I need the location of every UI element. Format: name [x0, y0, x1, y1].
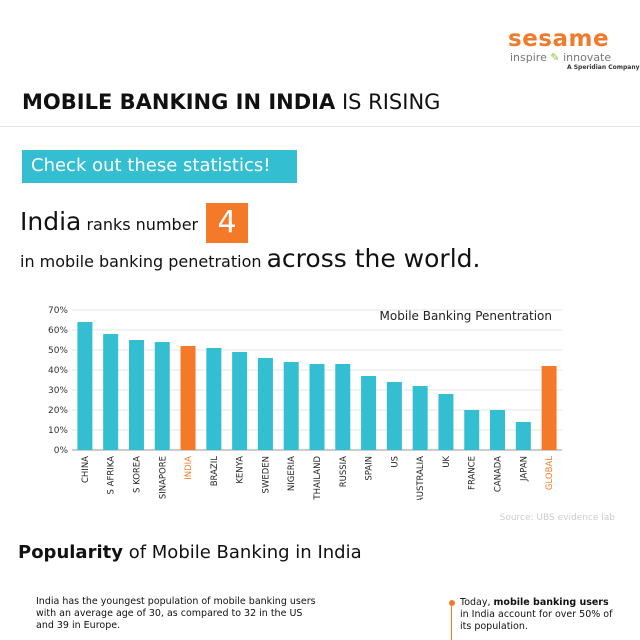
tagline-right: innovate: [563, 51, 612, 64]
x-tick-label: JAPAN: [519, 456, 529, 482]
bar: [386, 382, 402, 450]
bar: [438, 394, 454, 450]
bar: [490, 410, 506, 450]
x-tick-label: NIGERIA: [287, 456, 297, 491]
y-tick-label: 10%: [48, 426, 68, 436]
intro-small: in mobile banking penetration: [20, 252, 262, 271]
x-tick-label: GLOBAL: [545, 456, 555, 490]
intro-line2: in mobile banking penetration across the…: [20, 244, 480, 273]
left-text: India has the youngest population of mob…: [36, 596, 316, 631]
heading-bold: Popularity: [18, 542, 123, 563]
heading-rest: of Mobile Banking in India: [128, 542, 362, 563]
banner: Check out these statistics!: [22, 150, 297, 183]
y-tick-label: 20%: [48, 406, 68, 416]
x-tick-label: AUSTRALIA: [416, 456, 426, 500]
source: Source: UBS evidence lab: [499, 513, 615, 523]
right-rest: in India account for over 50% of its pop…: [460, 609, 613, 632]
right-prefix: Today,: [460, 597, 491, 608]
intro-large: across the world.: [266, 244, 481, 273]
title-bold: MOBILE BANKING IN INDIA: [22, 90, 336, 114]
bar: [103, 334, 119, 450]
page-title: MOBILE BANKING IN INDIA IS RISING: [22, 90, 440, 114]
bar: [128, 340, 144, 450]
chart: Mobile Banking Penentration 0% 10% 20% 30% 4…: [48, 306, 562, 500]
bar: [309, 364, 325, 450]
x-tick-label: S KOREA: [132, 456, 142, 493]
logo-company: A Speridian Company: [567, 64, 640, 71]
x-tick-label: SINAPORE: [158, 456, 168, 499]
right-bold: mobile banking users: [493, 597, 609, 608]
logo-tagline: inspire ✎ innovate: [510, 51, 612, 64]
y-tick-label: 40%: [48, 366, 68, 376]
x-tick-label: SWEDEN: [261, 456, 271, 493]
bar: [180, 346, 196, 450]
banner-text: Check out these statistics!: [31, 155, 271, 176]
x-tick-label: RUSSIA: [339, 456, 349, 487]
bar: [257, 358, 273, 450]
x-tick-label: FRANCE: [468, 456, 478, 490]
bar: [464, 410, 480, 450]
bar: [412, 386, 428, 450]
bar: [515, 422, 531, 450]
x-tick-label: THAILAND: [313, 456, 323, 500]
intro-ranks: ranks number: [86, 215, 199, 234]
x-tick-label: BRAZIL: [210, 456, 220, 487]
logo-name: sesame: [508, 26, 610, 52]
bar: [206, 348, 222, 450]
title-rest: IS RISING: [341, 90, 441, 114]
intro-country: India: [20, 207, 82, 236]
x-tick-label: SPAIN: [365, 456, 375, 481]
x-tick-label: S AFRIKA: [107, 456, 117, 495]
bar: [361, 376, 377, 450]
bar: [283, 362, 299, 450]
x-tick-label: CANADA: [494, 456, 504, 492]
y-tick-label: 60%: [48, 326, 68, 336]
right-text: Today, mobile banking users in India acc…: [460, 597, 620, 633]
intro-line1: India ranks number: [20, 207, 198, 236]
y-tick-label: 0%: [54, 446, 69, 456]
y-tick-label: 50%: [48, 346, 68, 356]
x-tick-label: UK: [442, 456, 452, 468]
separator: [0, 126, 640, 127]
bar: [541, 366, 557, 450]
x-tick-label: KENYA: [236, 456, 246, 484]
bar: [335, 364, 351, 450]
y-tick-label: 30%: [48, 386, 68, 396]
bullet: [449, 600, 455, 606]
rank-box: 4: [206, 203, 248, 243]
bar: [77, 322, 93, 450]
tagline-left: inspire: [510, 51, 547, 64]
chart-title: Mobile Banking Penentration: [380, 309, 552, 323]
x-tick-label: US: [390, 456, 400, 468]
bar: [232, 352, 248, 450]
bar: [154, 342, 170, 450]
y-tick-label: 70%: [48, 306, 68, 316]
x-tick-label: CHINA: [81, 456, 91, 483]
bullet-line: [451, 606, 452, 640]
x-tick-label: INDIA: [184, 456, 194, 480]
section-heading: Popularity of Mobile Banking in India: [18, 542, 362, 563]
